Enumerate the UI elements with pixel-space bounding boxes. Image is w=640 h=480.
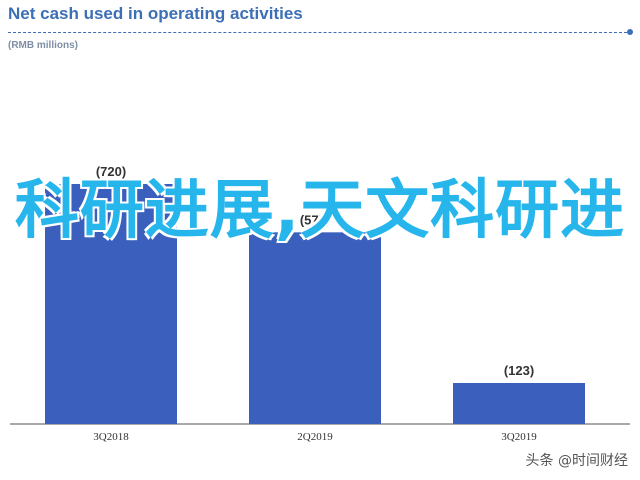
bar-2Q2019: [249, 232, 381, 424]
title-rule-dot: [627, 29, 633, 35]
data-label-2Q2019: (575): [300, 212, 330, 227]
chart-title: Net cash used in operating activities: [8, 4, 303, 23]
x-tick-label-2Q2019: 2Q2019: [297, 431, 333, 443]
title-rule: [8, 32, 632, 33]
bar-3Q2018: [45, 184, 177, 424]
data-label-3Q2018: (720): [96, 164, 126, 179]
data-label-3Q2019: (123): [504, 363, 534, 378]
chart-subtitle: (RMB millions): [8, 40, 78, 51]
watermark: 头条 @时间财经: [525, 453, 628, 469]
overlay-caption: 科研进展,天文科研进: [14, 174, 626, 248]
x-tick-label-3Q2019: 3Q2019: [501, 431, 537, 443]
x-tick-label-3Q2018: 3Q2018: [93, 431, 129, 443]
bar-3Q2019: [453, 383, 585, 424]
